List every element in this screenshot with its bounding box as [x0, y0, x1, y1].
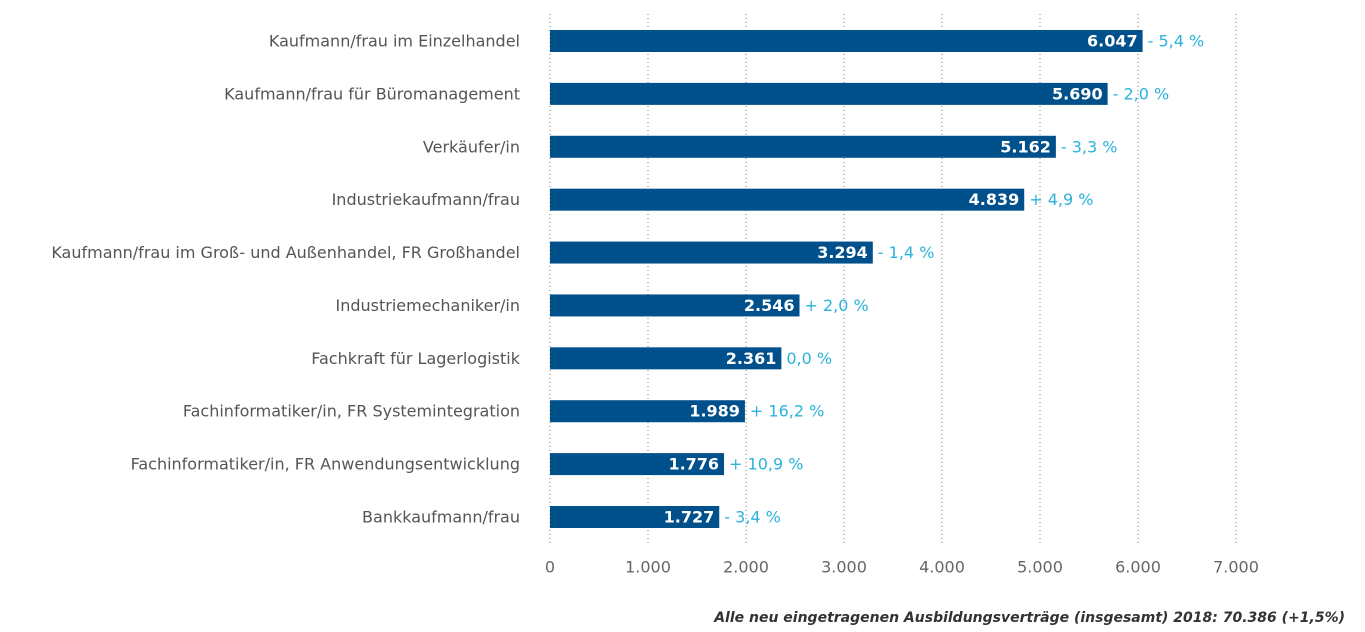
value-label: 5.690: [1052, 84, 1103, 103]
footnote: Alle neu eingetragenen Ausbildungsverträ…: [713, 610, 1345, 626]
x-tick-label: 4.000: [919, 558, 965, 577]
bar: [550, 188, 1025, 211]
bar: [550, 347, 782, 370]
change-label: - 5,4 %: [1148, 32, 1205, 51]
change-label: + 4,9 %: [1029, 190, 1093, 209]
y-tick-label: Bankkaufmann/frau: [362, 508, 520, 527]
y-tick-label: Industriekaufmann/frau: [332, 190, 520, 209]
change-label: + 16,2 %: [750, 402, 824, 421]
y-tick-label: Kaufmann/frau im Groß- und Außenhandel, …: [51, 243, 520, 262]
x-tick-label: 2.000: [723, 558, 769, 577]
bar: [550, 241, 873, 264]
y-tick-label: Kaufmann/frau für Büromanagement: [224, 84, 520, 103]
bar: [550, 30, 1143, 52]
value-label: 2.361: [726, 349, 777, 368]
change-label: - 3,4 %: [724, 508, 781, 527]
value-label: 4.839: [969, 190, 1020, 209]
change-label: - 2,0 %: [1113, 84, 1170, 103]
y-tick-label: Kaufmann/frau im Einzelhandel: [269, 32, 520, 51]
y-tick-label: Fachkraft für Lagerlogistik: [311, 349, 520, 368]
bar: [550, 400, 745, 423]
change-label: 0,0 %: [786, 349, 832, 368]
bar: [550, 82, 1108, 105]
change-label: + 2,0 %: [805, 296, 869, 315]
x-tick-label: 3.000: [821, 558, 867, 577]
value-label: 1.776: [668, 455, 719, 474]
x-tick-label: 6.000: [1115, 558, 1161, 577]
bar: [550, 294, 800, 317]
value-label: 3.294: [817, 243, 868, 262]
x-tick-label: 5.000: [1017, 558, 1063, 577]
y-tick-label: Fachinformatiker/in, FR Anwendungsentwic…: [131, 455, 520, 474]
value-label: 1.989: [689, 402, 740, 421]
change-label: + 10,9 %: [729, 455, 803, 474]
y-tick-label: Industriemechaniker/in: [336, 296, 520, 315]
value-label: 5.162: [1000, 137, 1051, 156]
change-label: - 3,3 %: [1061, 137, 1118, 156]
y-tick-label: Fachinformatiker/in, FR Systemintegratio…: [183, 402, 520, 421]
x-tick-label: 1.000: [625, 558, 671, 577]
value-label: 1.727: [664, 508, 715, 527]
bar: [550, 453, 725, 476]
bar: [550, 506, 720, 528]
value-label: 2.546: [744, 296, 795, 315]
bar: [550, 135, 1056, 158]
change-label: - 1,4 %: [878, 243, 935, 262]
value-label: 6.047: [1087, 32, 1138, 51]
x-tick-label: 7.000: [1213, 558, 1259, 577]
x-tick-label: 0: [545, 558, 555, 577]
y-tick-label: Verkäufer/in: [423, 137, 520, 156]
